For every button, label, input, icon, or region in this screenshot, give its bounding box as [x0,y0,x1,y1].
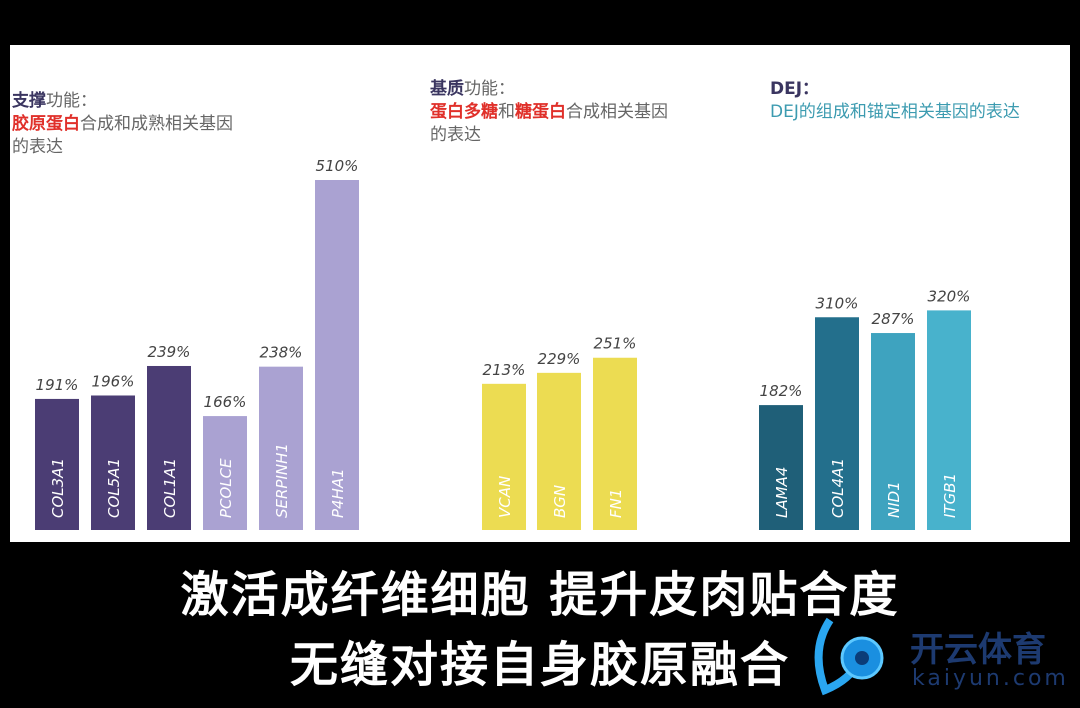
heading-desc: 合成相关基因 [566,102,668,122]
value-label: 310% [816,294,859,312]
group-dej-heading: DEJ： DEJ的组成和锚定相关基因的表达 [770,78,1020,124]
heading-highlight: 胶原蛋白 [12,114,80,134]
value-label: 510% [316,157,359,175]
value-label: 320% [928,287,971,305]
bar-fn1 [593,357,637,530]
bar-bgn [537,372,581,530]
heading-desc-line2: 的表达 [430,125,481,145]
logo-ball-icon [814,617,884,696]
category-label: COL1A1 [161,458,179,518]
category-label: P4HA1 [329,468,347,518]
heading-highlight: 糖蛋白 [515,102,566,122]
heading-rest: 功能： [46,91,97,111]
category-label: COL5A1 [105,458,123,518]
kaiyun-logo: 开云体育 kaiyun.com [800,610,1080,700]
heading-bold: 基质 [430,79,464,99]
value-label: 166% [204,393,247,411]
heading-mid: 和 [498,102,515,122]
category-label: COL3A1 [49,458,67,518]
category-label: VCAN [496,476,514,518]
value-label: 191% [36,376,79,394]
logo-url: kaiyun.com [912,666,1069,691]
bar-pcolce [203,416,247,530]
logo-name: 开云体育 [910,630,1046,670]
value-label: 213% [483,361,526,379]
heading-desc: DEJ的组成和锚定相关基因的表达 [770,102,1020,122]
value-label: 196% [92,372,135,390]
heading-bold: 支撑 [12,91,46,111]
bar-col1a1 [147,365,191,530]
heading-rest: 功能： [464,79,515,99]
caption-line2: 无缝对接自身胶原融合 [289,637,790,693]
bar-p4ha1 [315,180,359,530]
value-label: 239% [148,343,191,361]
category-label: ITGB1 [941,473,959,518]
category-label: LAMA4 [773,467,791,518]
bar-lama4 [759,405,803,530]
bar-serpinh1 [259,366,303,530]
value-label: 238% [260,344,303,362]
value-label: 182% [760,382,803,400]
bar-vcan [482,383,526,530]
heading-bold: DEJ： [770,79,820,99]
value-label: 251% [594,335,637,353]
heading-desc: 合成和成熟相关基因 [80,114,233,134]
bar-col4a1 [815,317,859,530]
bar-itgb1 [927,310,971,530]
heading-desc-line2: 的表达 [12,137,63,157]
category-label: FN1 [607,489,625,518]
group-matrix-heading: 基质功能： 蛋白多糖和糖蛋白合成相关基因 的表达 [430,78,668,147]
category-label: NID1 [885,481,903,518]
category-label: COL4A1 [829,458,847,518]
heading-highlight: 蛋白多糖 [430,102,498,122]
value-label: 287% [872,310,915,328]
value-label: 229% [538,350,581,368]
bar-col5a1 [91,395,135,530]
category-label: PCOLCE [217,458,235,518]
bar-col3a1 [35,398,79,530]
category-label: BGN [551,485,569,518]
caption-line1: 激活成纤维细胞 提升皮肉贴合度 [180,567,900,623]
bar-nid1 [871,333,915,530]
group-support-heading: 支撑功能： 胶原蛋白合成和成熟相关基因 的表达 [12,90,233,159]
category-label: SERPINH1 [273,443,291,518]
